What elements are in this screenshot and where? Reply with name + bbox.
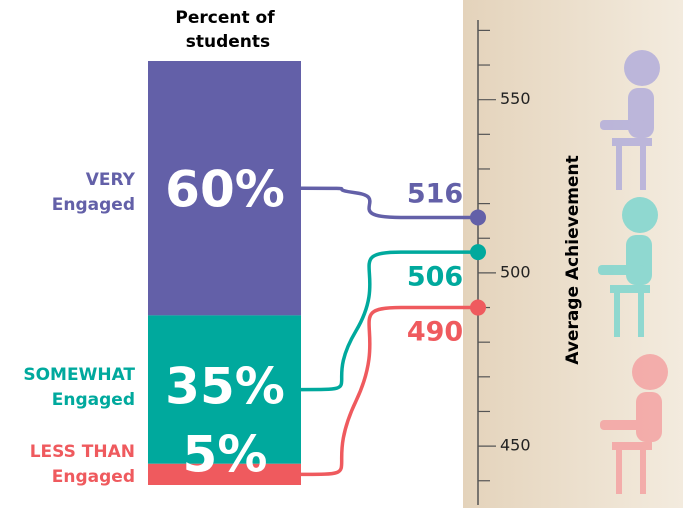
- category-label: Engaged: [52, 195, 135, 215]
- achievement-value: 516: [407, 179, 463, 210]
- chart-title: Percent of students: [175, 8, 275, 52]
- category-label: LESS THAN: [30, 442, 135, 462]
- connector: [300, 305, 478, 477]
- percent-label: 60%: [165, 161, 285, 219]
- percent-label: 35%: [165, 358, 285, 416]
- y-tick-label: 500: [500, 262, 531, 281]
- connector: [300, 186, 478, 220]
- y-axis-label: Average Achievement: [563, 155, 583, 364]
- student-figures: [598, 50, 668, 494]
- y-tick-label: 450: [500, 436, 531, 455]
- category-label: Engaged: [52, 390, 135, 410]
- category-label: SOMEWHAT: [23, 365, 135, 385]
- category-label: Engaged: [52, 467, 135, 487]
- achievement-dot: [470, 209, 486, 226]
- y-tick-label: 550: [500, 89, 531, 108]
- bar-segment: [148, 315, 301, 464]
- percent-label: 5%: [183, 426, 268, 484]
- achievement-dot: [470, 299, 486, 316]
- connector: [300, 250, 478, 392]
- achievement-dot: [470, 244, 486, 261]
- achievement-value: 506: [407, 262, 463, 293]
- bar-segment: [148, 61, 301, 316]
- category-label: VERY: [86, 170, 136, 190]
- bar-segment: [148, 463, 301, 485]
- achievement-value: 490: [407, 317, 463, 348]
